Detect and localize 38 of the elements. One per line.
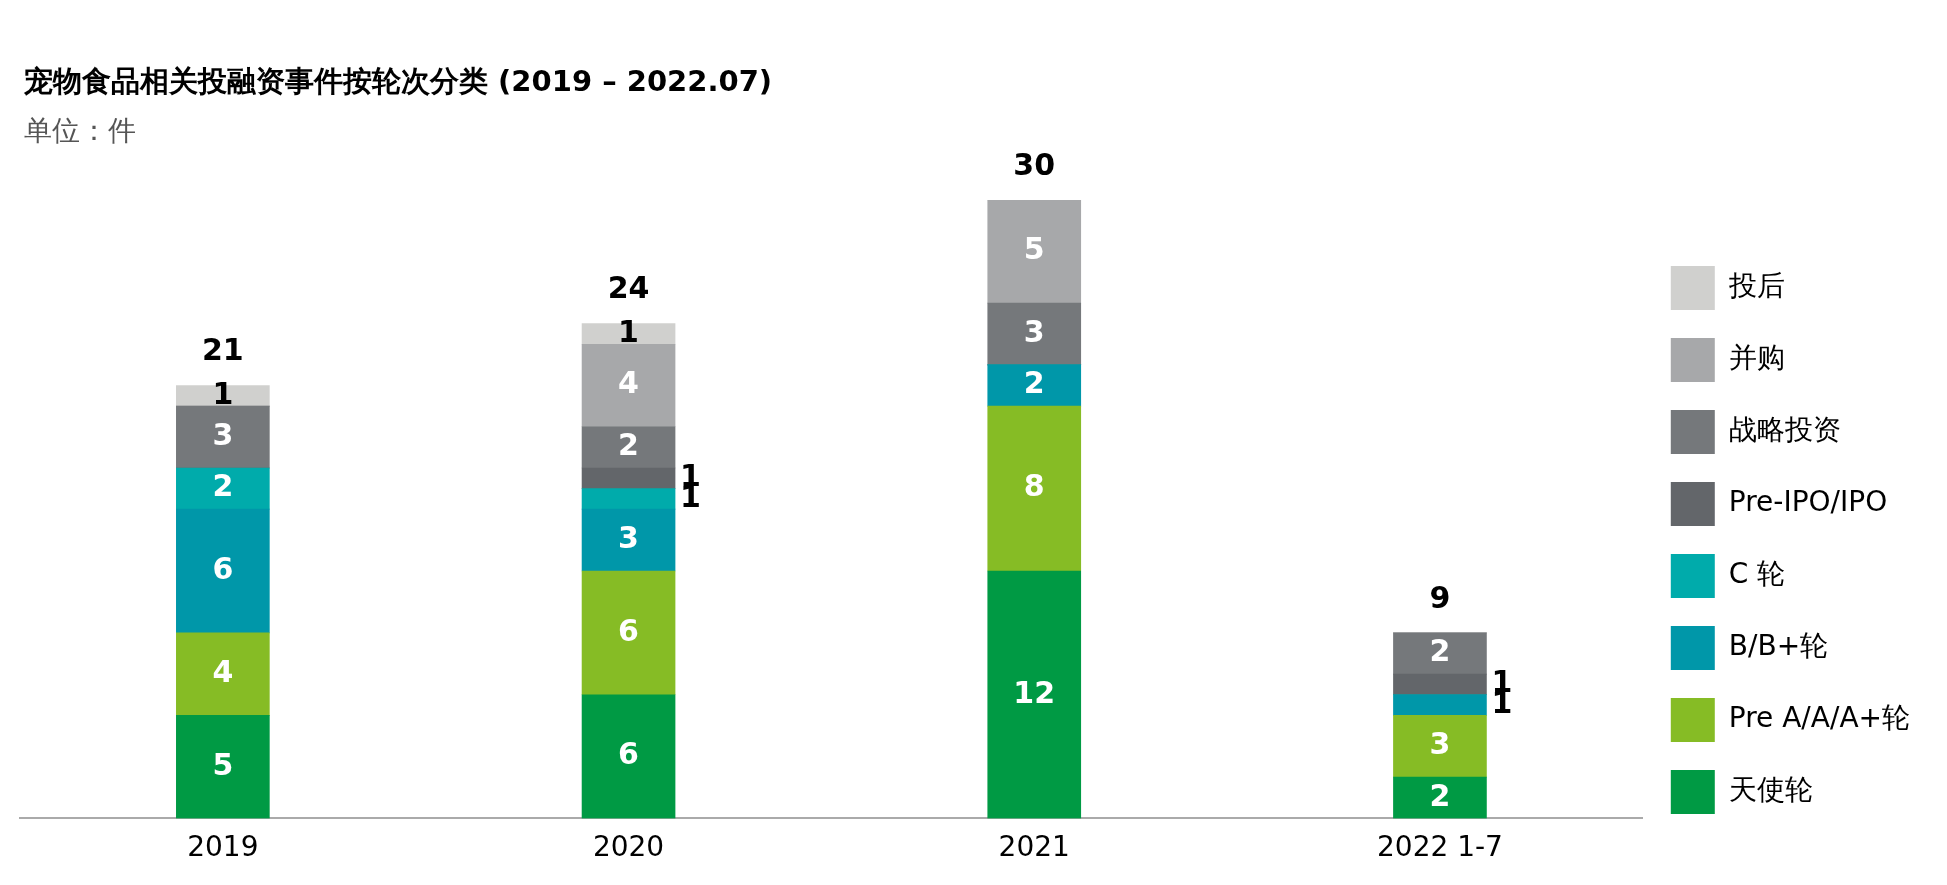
legend-label: Pre-IPO/IPO xyxy=(1728,485,1888,519)
data-label: 2 xyxy=(618,427,639,463)
x-tick-label: 2019 xyxy=(187,830,259,864)
total-label: 24 xyxy=(607,270,650,306)
data-label: 4 xyxy=(618,365,639,401)
data-label: 1 xyxy=(212,375,234,411)
data-label: 6 xyxy=(618,612,639,648)
data-label: 3 xyxy=(212,416,234,452)
data-label: 2 xyxy=(1429,633,1451,669)
data-label: 8 xyxy=(1023,468,1045,504)
data-label: 1 xyxy=(618,313,639,349)
x-tick-label: 2020 xyxy=(592,830,665,864)
legend-label: C 轮 xyxy=(1728,557,1786,591)
data-label: 3 xyxy=(618,519,639,555)
data-label: 12 xyxy=(1013,674,1056,710)
legend-label: B/B+轮 xyxy=(1728,629,1829,663)
data-label: 2 xyxy=(1429,777,1451,813)
data-label: 5 xyxy=(212,746,234,782)
data-label: 6 xyxy=(618,736,639,772)
data-label: 2 xyxy=(1023,365,1045,401)
data-label: 5 xyxy=(1023,231,1045,267)
data-label: 3 xyxy=(1429,726,1451,762)
legend-label: 战略投资 xyxy=(1728,413,1841,447)
total-label: 30 xyxy=(1013,146,1056,182)
chart-subtitle: 单位：件 xyxy=(24,113,136,149)
legend-label: 天使轮 xyxy=(1728,773,1813,807)
total-label: 9 xyxy=(1429,579,1451,615)
chart-title: 宠物食品相关投融资事件按轮次分类 (2019 – 2022.07) xyxy=(24,63,773,100)
legend-label: 投后 xyxy=(1727,269,1785,303)
data-label: 3 xyxy=(1023,313,1045,349)
legend-label: 并购 xyxy=(1728,341,1785,375)
data-label: 6 xyxy=(212,550,234,586)
legend-label: Pre A/A/A+轮 xyxy=(1728,701,1911,735)
x-tick-label: 2022 1-7 xyxy=(1377,830,1503,864)
data-label: 4 xyxy=(212,653,234,689)
total-label: 21 xyxy=(201,332,244,368)
x-tick-label: 2021 xyxy=(998,830,1070,864)
data-label: 2 xyxy=(212,468,234,504)
